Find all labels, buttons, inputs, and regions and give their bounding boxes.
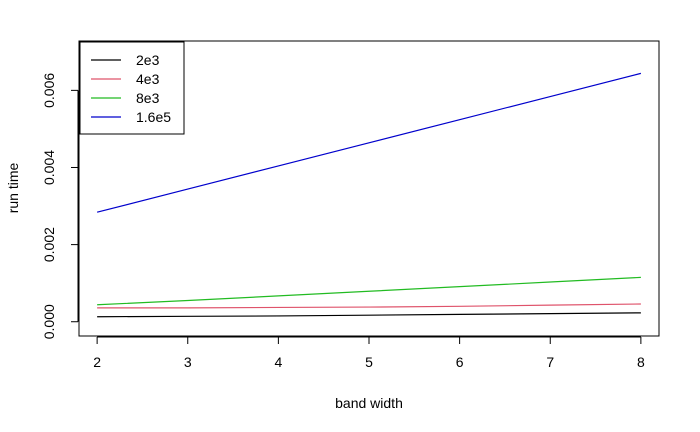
legend-box xyxy=(79,41,185,135)
x-tick-label: 3 xyxy=(184,354,192,370)
y-axis-label: run time xyxy=(5,163,21,214)
plot-frame xyxy=(78,40,660,337)
legend: 2e3 4e3 8e3 1.6e5 xyxy=(79,41,185,135)
legend-label: 1.6e5 xyxy=(136,109,171,125)
x-tick-label: 7 xyxy=(546,354,554,370)
y-tick-label: 0.004 xyxy=(41,150,57,185)
y-axis: 0.000 0.002 0.004 0.006 xyxy=(41,73,79,339)
y-tick-label: 0.000 xyxy=(41,304,57,339)
series-layer xyxy=(96,72,642,318)
x-tick-label: 2 xyxy=(93,354,101,370)
x-axis: 2 3 4 5 6 7 8 xyxy=(93,336,645,370)
series-line-2 xyxy=(97,276,641,306)
series-line-3 xyxy=(96,72,642,213)
x-tick-label: 8 xyxy=(637,354,645,370)
series-line-1 xyxy=(97,303,641,309)
legend-label: 2e3 xyxy=(136,52,160,68)
x-tick-label: 4 xyxy=(274,354,282,370)
x-tick-label: 5 xyxy=(365,354,373,370)
y-tick-label: 0.006 xyxy=(41,73,57,108)
legend-label: 4e3 xyxy=(136,71,160,87)
x-axis-label: band width xyxy=(335,395,403,411)
legend-label: 8e3 xyxy=(136,90,160,106)
y-tick-label: 0.002 xyxy=(41,227,57,262)
x-tick-label: 6 xyxy=(456,354,464,370)
series-line-0 xyxy=(97,312,641,318)
